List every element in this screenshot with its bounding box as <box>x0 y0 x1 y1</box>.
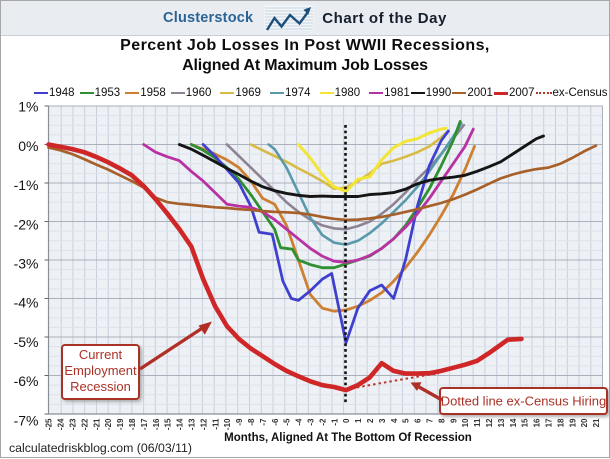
svg-text:-13: -13 <box>188 418 197 430</box>
svg-text:-20: -20 <box>104 418 113 430</box>
svg-text:Employment: Employment <box>64 363 137 378</box>
svg-text:-18: -18 <box>128 418 137 430</box>
svg-text:-2%: -2% <box>14 216 39 232</box>
svg-text:-6: -6 <box>271 418 280 426</box>
svg-text:18: 18 <box>556 418 565 427</box>
svg-text:-7: -7 <box>259 418 268 426</box>
svg-text:21: 21 <box>592 418 601 427</box>
svg-text:-19: -19 <box>116 418 125 430</box>
svg-text:1: 1 <box>354 418 363 423</box>
svg-text:-4%: -4% <box>14 295 39 311</box>
svg-text:Recession: Recession <box>70 379 131 394</box>
svg-text:-8: -8 <box>247 418 256 426</box>
svg-text:5: 5 <box>402 418 411 423</box>
svg-text:-24: -24 <box>57 418 66 430</box>
svg-text:13: 13 <box>497 418 506 427</box>
svg-text:17: 17 <box>545 418 554 427</box>
svg-text:11: 11 <box>473 418 482 427</box>
svg-text:-11: -11 <box>211 418 220 430</box>
svg-text:16: 16 <box>533 418 542 427</box>
svg-text:4: 4 <box>390 418 399 423</box>
svg-text:9: 9 <box>449 418 458 423</box>
svg-text:3: 3 <box>378 418 387 423</box>
svg-text:-9: -9 <box>235 418 244 426</box>
svg-text:-5%: -5% <box>14 334 39 350</box>
svg-text:10: 10 <box>461 418 470 427</box>
svg-text:-3: -3 <box>307 418 316 426</box>
svg-text:-14: -14 <box>176 418 185 430</box>
svg-text:-25: -25 <box>45 418 54 430</box>
svg-text:8: 8 <box>437 418 446 423</box>
svg-text:Dotted line ex-Census Hiring: Dotted line ex-Census Hiring <box>441 394 606 409</box>
svg-text:0: 0 <box>342 418 351 423</box>
svg-text:-1: -1 <box>330 418 339 426</box>
svg-text:6: 6 <box>414 418 423 423</box>
svg-text:0%: 0% <box>18 138 38 154</box>
svg-text:-21: -21 <box>92 418 101 430</box>
svg-text:-2: -2 <box>318 418 327 426</box>
svg-text:-23: -23 <box>69 418 78 430</box>
svg-text:Current: Current <box>79 347 123 362</box>
svg-text:-10: -10 <box>223 418 232 430</box>
svg-text:-6%: -6% <box>14 373 39 389</box>
svg-text:2: 2 <box>366 418 375 423</box>
svg-text:-15: -15 <box>164 418 173 430</box>
svg-text:-22: -22 <box>80 418 89 430</box>
svg-text:14: 14 <box>509 418 518 427</box>
svg-text:12: 12 <box>485 418 494 427</box>
svg-text:15: 15 <box>521 418 530 427</box>
svg-text:-1%: -1% <box>14 177 39 193</box>
svg-text:-5: -5 <box>283 418 292 426</box>
svg-text:-4: -4 <box>295 418 304 426</box>
svg-text:20: 20 <box>580 418 589 427</box>
svg-text:-17: -17 <box>140 418 149 430</box>
svg-text:-7%: -7% <box>14 412 39 428</box>
svg-text:7: 7 <box>426 418 435 423</box>
svg-text:19: 19 <box>568 418 577 427</box>
svg-text:-16: -16 <box>152 418 161 430</box>
svg-text:-3%: -3% <box>14 256 39 272</box>
svg-text:1%: 1% <box>18 99 38 115</box>
svg-text:-12: -12 <box>199 418 208 430</box>
